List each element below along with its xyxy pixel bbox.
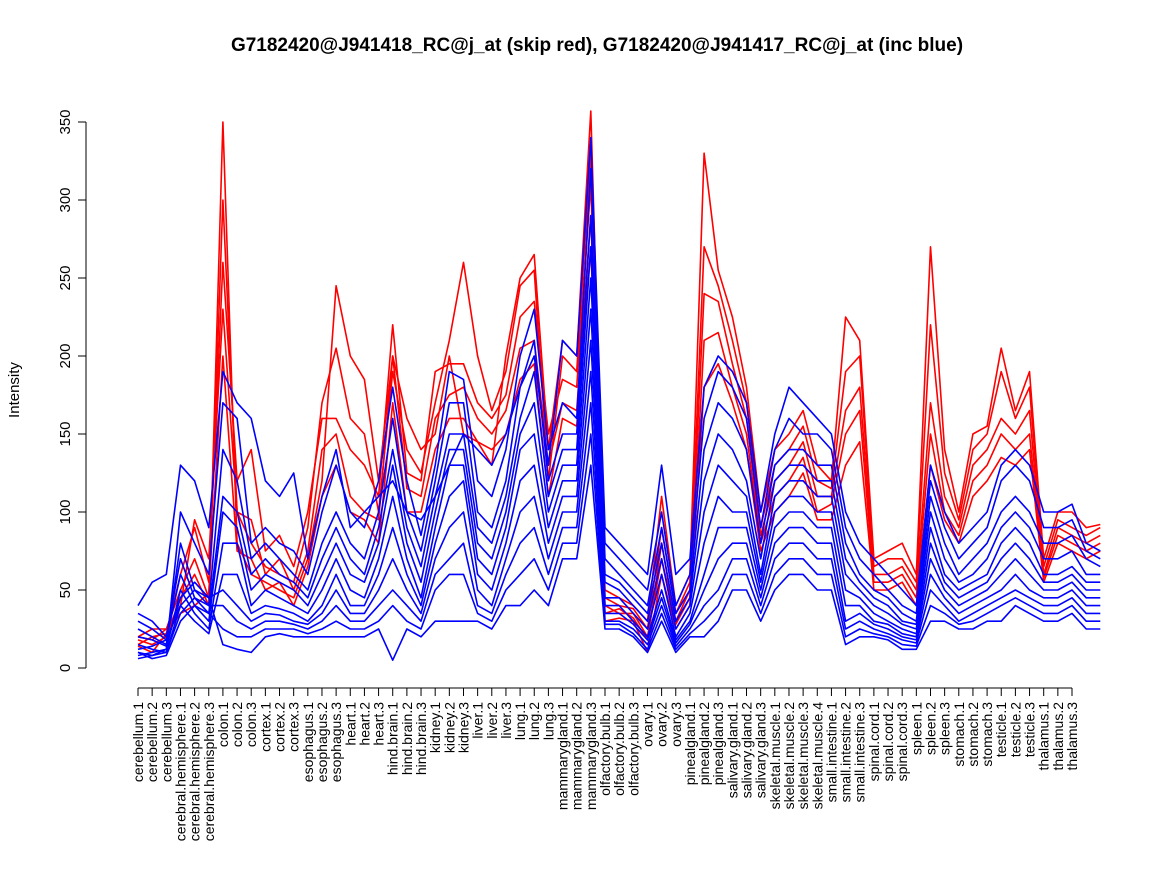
x-tick-label: small.intestine.2 (838, 702, 854, 803)
x-axis: cerebellum.1cerebellum.2cerebellum.3cere… (130, 687, 1080, 842)
x-tick-label: esophagus.3 (328, 702, 344, 782)
x-tick-label: hind.brain.2 (399, 702, 415, 775)
x-tick-label: kidney.1 (427, 702, 443, 753)
x-tick-label: pinealgland.3 (710, 702, 726, 786)
y-axis: 0 50 100 150 200 250 300 350 (57, 109, 87, 672)
x-tick-label: liver.1 (470, 702, 486, 739)
x-tick-label: thalamus.3 (1064, 702, 1080, 771)
y-tick-label: 50 (57, 582, 74, 599)
y-tick-label: 100 (57, 499, 74, 524)
x-tick-label: olfactory.bulb.3 (625, 702, 641, 796)
x-tick-label: hind.brain.1 (385, 702, 401, 775)
inc-blue-series-line-9 (137, 277, 1101, 651)
x-tick-label: colon.3 (243, 702, 259, 747)
y-tick-label: 250 (57, 265, 74, 290)
x-tick-label: pinealgland.2 (696, 702, 712, 786)
y-tick-label: 0 (57, 664, 74, 672)
x-tick-label: skeletal.muscle.1 (767, 702, 783, 810)
inc-blue-series-line-10 (137, 308, 1101, 657)
x-tick-label: cerebral.hemisphere.2 (187, 702, 203, 842)
x-tick-label: lung.1 (512, 702, 528, 740)
x-tick-label: spleen.2 (922, 702, 938, 755)
x-tick-label: stomach.2 (965, 702, 981, 767)
x-tick-label: testicle.1 (993, 702, 1009, 757)
x-tick-label: stomach.1 (951, 702, 967, 767)
x-tick-label: cortex.3 (286, 702, 302, 752)
inc-blue-series-line-12 (137, 370, 1101, 648)
inc-blue-series-line-7 (137, 214, 1101, 646)
x-tick-label: spleen.3 (937, 702, 953, 755)
x-tick-label: skeletal.muscle.2 (781, 702, 797, 810)
x-tick-label: salivary.gland.2 (739, 702, 755, 798)
inc-blue-series-line-5 (137, 136, 1101, 607)
x-tick-label: hind.brain.3 (413, 702, 429, 775)
x-tick-label: spinal.cord.1 (866, 702, 882, 782)
x-tick-label: skeletal.muscle.3 (795, 702, 811, 810)
x-tick-label: heart.1 (342, 702, 358, 746)
skip-red-series-line-3 (137, 214, 1101, 641)
x-tick-label: kidney.2 (441, 702, 457, 753)
x-tick-label: lung.3 (540, 702, 556, 740)
y-tick-label: 200 (57, 343, 74, 368)
x-tick-label: spleen.1 (908, 702, 924, 755)
x-tick-label: ovary.3 (668, 702, 684, 747)
y-tick-label: 150 (57, 421, 74, 446)
y-tick-label: 300 (57, 187, 74, 212)
x-tick-label: testicle.3 (1022, 702, 1038, 757)
series-layer (137, 110, 1101, 662)
x-tick-label: cerebellum.2 (144, 702, 160, 782)
x-tick-label: esophagus.2 (314, 702, 330, 782)
x-tick-label: heart.2 (356, 702, 372, 746)
inc-blue-series-line-11 (137, 339, 1101, 654)
x-tick-label: liver.3 (498, 702, 514, 739)
inc-blue-series-line-6 (137, 168, 1101, 657)
x-tick-label: kidney.3 (455, 702, 471, 753)
x-tick-label: olfactory.bulb.2 (611, 702, 627, 796)
y-tick-label: 350 (57, 109, 74, 134)
x-tick-label: cortex.2 (272, 702, 288, 752)
chart-title: G7182420@J941418_RC@j_at (skip red), G71… (231, 35, 963, 56)
x-tick-label: testicle.2 (1007, 702, 1023, 757)
inc-blue-series-line-15 (137, 464, 1101, 662)
x-tick-label: mammarygland.3 (583, 702, 599, 810)
x-tick-label: small.intestine.1 (823, 702, 839, 803)
x-tick-label: mammarygland.2 (569, 702, 585, 810)
x-tick-label: colon.1 (215, 702, 231, 747)
inc-blue-series-line-14 (137, 433, 1101, 660)
x-tick-label: liver.2 (484, 702, 500, 739)
inc-blue-series-line-13 (137, 401, 1101, 660)
x-tick-label: spinal.cord.2 (880, 702, 896, 782)
x-tick-label: salivary.gland.3 (753, 702, 769, 798)
x-tick-label: thalamus.1 (1036, 702, 1052, 771)
x-tick-label: mammarygland.1 (555, 702, 571, 810)
x-tick-label: small.intestine.3 (852, 702, 868, 803)
x-tick-label: cortex.1 (257, 702, 273, 752)
x-tick-label: lung.2 (526, 702, 542, 740)
x-tick-label: cerebellum.1 (130, 702, 146, 782)
x-tick-label: cerebral.hemisphere.1 (172, 702, 188, 842)
x-tick-label: esophagus.1 (300, 702, 316, 782)
x-tick-label: cerebellum.3 (158, 702, 174, 782)
x-tick-label: stomach.3 (979, 702, 995, 767)
inc-blue-series-line-8 (137, 246, 1101, 638)
skip-red-series-line-4 (137, 246, 1101, 654)
x-tick-label: spinal.cord.3 (894, 702, 910, 782)
x-tick-label: ovary.1 (639, 702, 655, 747)
x-tick-label: olfactory.bulb.1 (597, 702, 613, 796)
x-tick-label: heart.3 (371, 702, 387, 746)
x-tick-label: cerebral.hemisphere.3 (201, 702, 217, 842)
x-tick-label: skeletal.muscle.4 (809, 702, 825, 810)
y-axis-label: Intensity (6, 362, 23, 418)
x-tick-label: ovary.2 (654, 702, 670, 747)
x-tick-label: pinealgland.1 (682, 702, 698, 786)
x-tick-label: colon.2 (229, 702, 245, 747)
x-tick-label: thalamus.2 (1050, 702, 1066, 771)
x-tick-label: salivary.gland.1 (724, 702, 740, 798)
